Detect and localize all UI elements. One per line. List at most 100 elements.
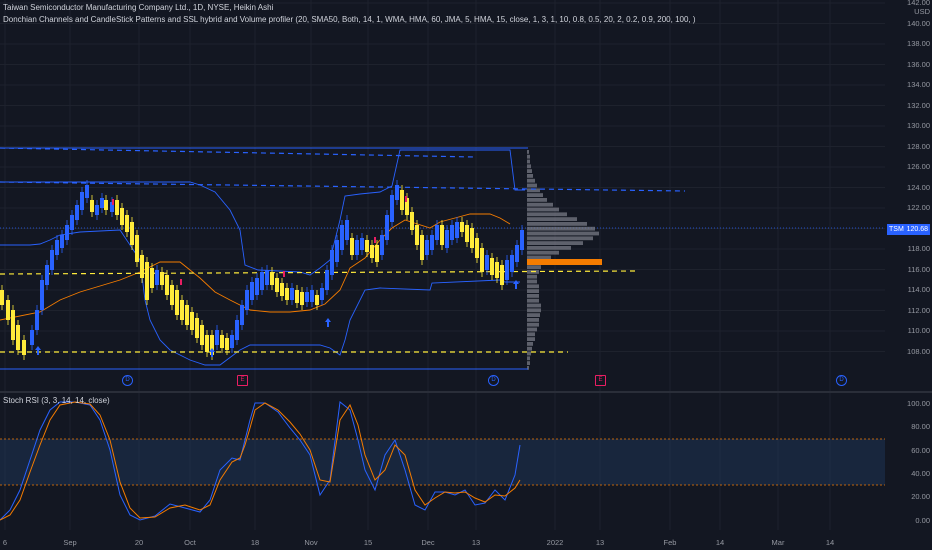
candle-body [125,215,129,232]
earnings-badge[interactable]: E [237,375,248,386]
candle-body [210,335,214,355]
volume-bar [527,198,547,202]
candle-body [520,230,524,250]
candle-body [195,318,199,338]
candle-body [400,190,404,210]
candle-body [320,288,324,300]
time-tick: 18 [250,538,260,547]
candle-body [150,268,154,288]
volume-bar [527,174,533,178]
price-tick: 126.00 [907,162,930,171]
volume-bar [527,150,529,154]
volume-bar [527,178,535,183]
volume-bar [527,159,530,164]
candle-body [375,245,379,262]
volume-bar [527,366,529,370]
dividend-badge[interactable]: D [122,375,133,386]
volume-bar [527,241,583,245]
candle-body [255,278,259,295]
price-tick: 128.00 [907,141,930,151]
rsi-tick: 0.00 [915,515,930,525]
volume-bar [527,274,537,279]
upper-dashed-level-2 [0,181,686,192]
candle-body [165,275,169,295]
price-tick: 134.00 [907,80,930,89]
candle-body [230,335,234,348]
current-symbol-tag: TSM [887,224,906,235]
candle-body [440,225,444,245]
candle-body [285,288,289,300]
volume-bar [527,346,532,351]
volume-bar [527,313,540,317]
price-tick: 122.00 [907,203,930,212]
stoch-rsi-k-line [0,401,521,521]
upper-dashed-level [0,147,476,158]
candle-body [55,240,59,255]
candle-body [140,255,144,278]
volume-bar [527,279,537,284]
volume-bar [527,265,541,269]
earnings-badge[interactable]: E [595,375,606,386]
candle-body [135,235,139,262]
price-tick: 136.00 [907,59,930,69]
candle-body [495,262,499,278]
volume-bar [527,226,595,231]
stoch-rsi-d-line [0,401,521,521]
candle-body [395,185,399,200]
price-tick: 130.00 [907,121,930,130]
buy-arrow-icon [35,346,41,355]
candle-body [345,220,349,240]
poc-bar [527,259,602,265]
buy-arrow-icon [513,280,519,289]
price-tick: 110.00 [907,326,930,335]
volume-bar [527,318,539,322]
candle-body [120,208,124,225]
rsi-tick: 100.00 [907,399,930,408]
candle-body [0,290,4,305]
dividend-badge[interactable]: D [488,375,499,386]
candle-body [485,255,489,270]
volume-bar [527,327,537,332]
candle-body [60,235,64,248]
buy-arrow-icon [209,348,215,357]
candle-body [290,288,294,300]
candle-body [45,265,49,285]
pattern-marker [283,271,285,277]
volume-bar [527,351,531,356]
indicator-legend[interactable]: Donchian Channels and CandleStick Patter… [3,15,696,24]
time-tick: 13 [595,538,605,547]
rsi-tick: 40.00 [911,468,930,478]
rsi-legend[interactable]: Stoch RSI (3, 3, 14, 14, close) [3,396,110,405]
candle-body [240,305,244,325]
current-price-tag: 120.68 [904,224,930,235]
candle-body [505,260,509,280]
candle-body [430,235,434,250]
candle-body [370,245,374,258]
dividend-badge[interactable]: D [836,375,847,386]
candle-body [145,262,149,300]
candle-body [6,300,10,320]
volume-bar [527,308,541,313]
candle-body [510,255,514,272]
rsi-band [0,439,885,485]
candle-body [95,205,99,215]
candle-body [455,222,459,238]
time-tick: 13 [471,538,481,547]
volume-bar [527,169,532,173]
candle-body [11,310,15,340]
rsi-tick: 60.00 [911,445,930,455]
candle-body [30,330,34,345]
time-tick: Nov [304,538,318,547]
candle-body [70,215,74,230]
time-tick: Mar [771,538,785,547]
candle-body [160,272,164,285]
candle-body [420,235,424,260]
buy-arrow-icon [325,318,331,327]
candle-body [490,258,494,275]
time-tick: Sep [63,538,77,547]
candle-body [75,205,79,220]
candle-body [425,240,429,255]
volume-bar [527,298,539,303]
volume-bar [527,236,593,241]
